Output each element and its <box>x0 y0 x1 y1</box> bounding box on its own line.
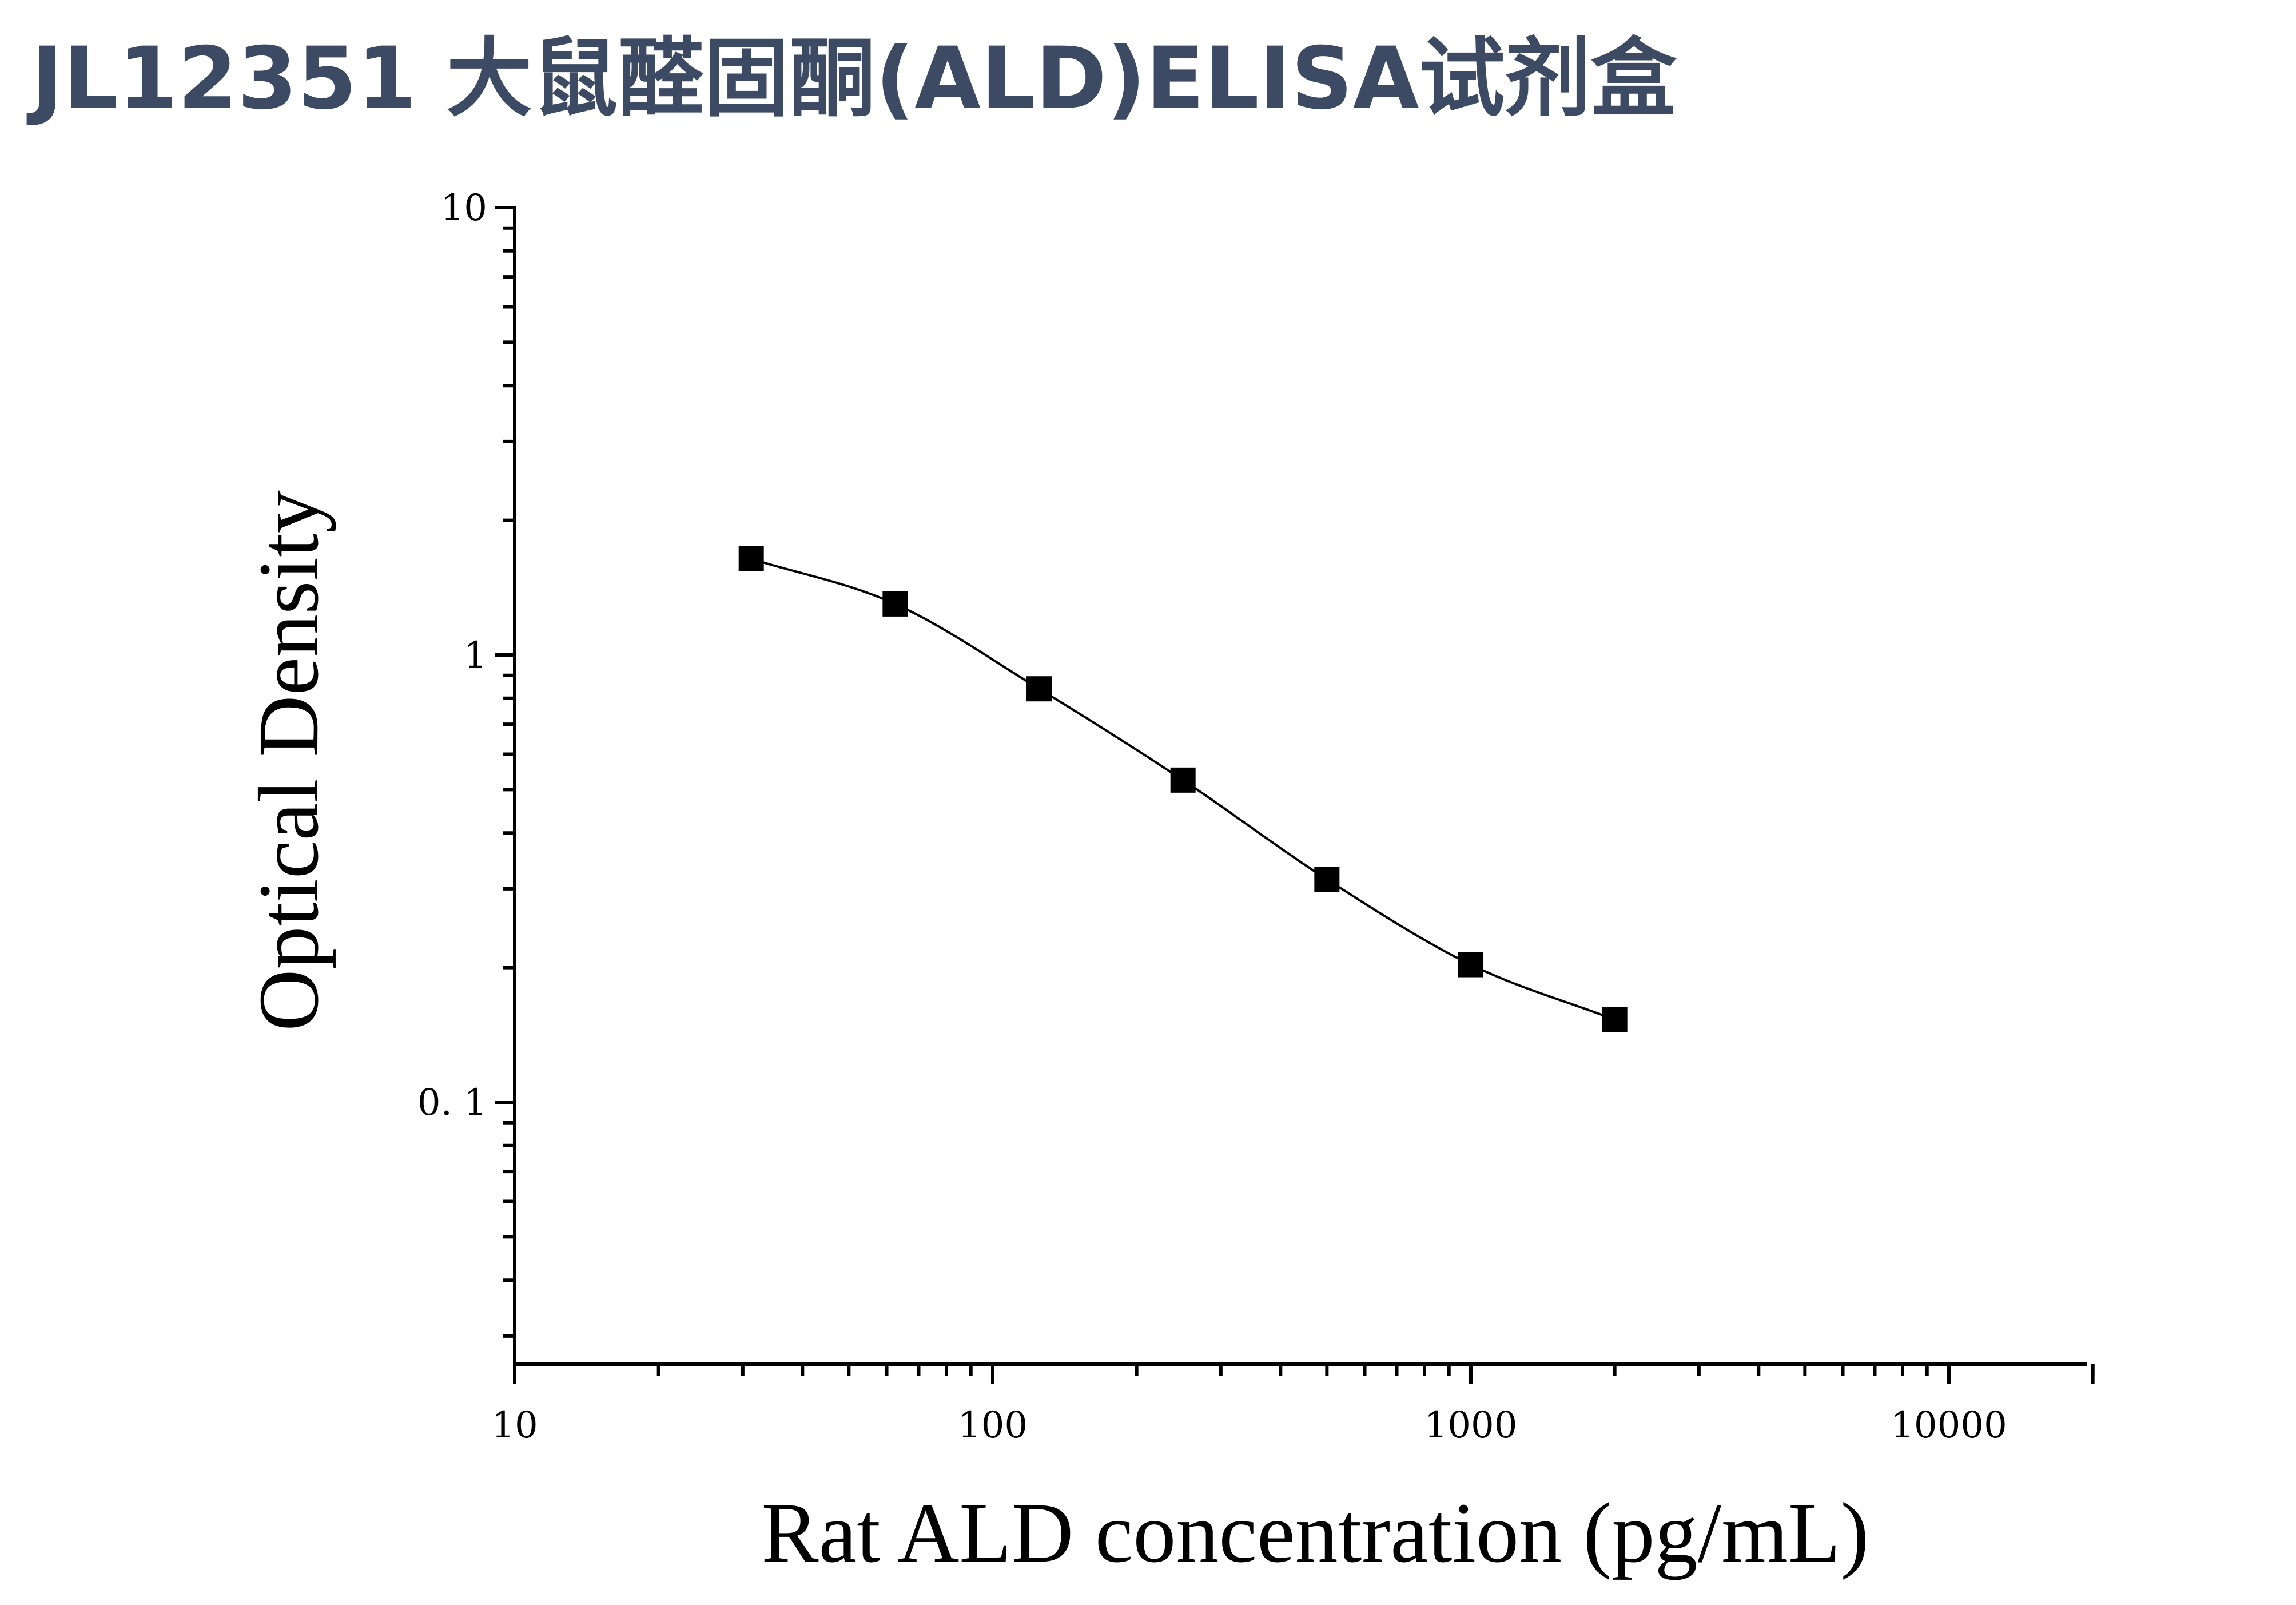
data-points <box>738 546 1628 1032</box>
data-point <box>1026 676 1052 702</box>
x-tick-label: 1000 <box>1424 1404 1518 1447</box>
page-title: JL12351 大鼠醛固酮(ALD)ELISA试剂盒 <box>31 29 1677 129</box>
y-tick-label: 10 <box>441 187 487 229</box>
axes: 10 100 1000 10000 0. 1 1 10 <box>417 187 2095 1447</box>
x-tick-label: 10000 <box>1891 1404 2007 1447</box>
y-axis-label: Optical Density <box>241 490 336 1031</box>
x-tick-label: 10 <box>491 1404 538 1447</box>
x-axis-label: Rat ALD concentration (pg/mL) <box>762 1485 1869 1580</box>
data-point <box>1314 867 1340 892</box>
x-tick-label: 100 <box>958 1404 1028 1447</box>
data-point <box>1458 952 1483 978</box>
y-tick-label: 0. 1 <box>417 1082 487 1124</box>
data-point <box>1602 1007 1628 1032</box>
data-point <box>1170 767 1196 793</box>
data-point <box>882 591 908 617</box>
y-tick-label: 1 <box>464 634 487 677</box>
data-point <box>738 546 764 571</box>
